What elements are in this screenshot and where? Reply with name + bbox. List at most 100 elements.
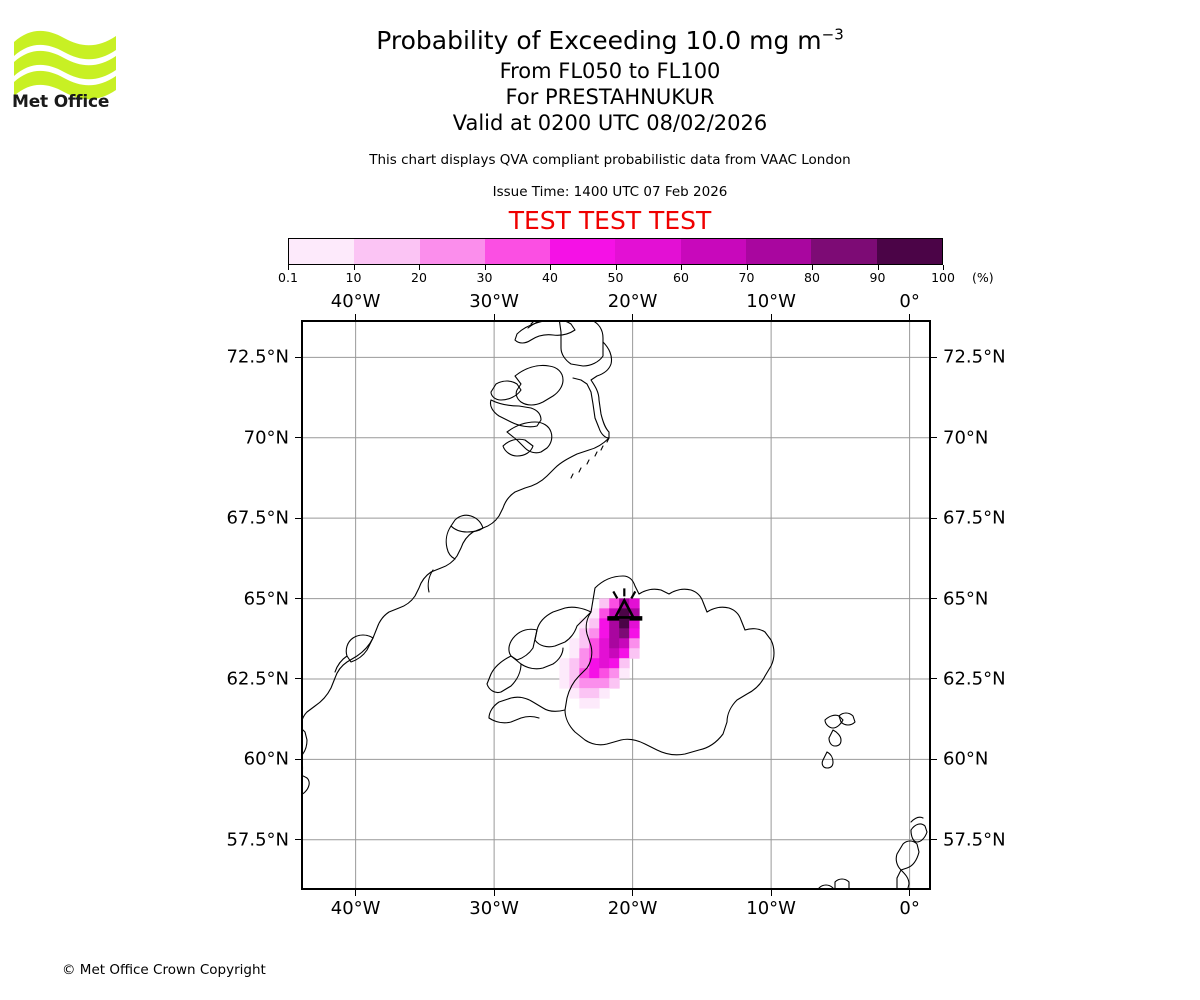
test-banner: TEST TEST TEST bbox=[508, 206, 712, 235]
ash-cell bbox=[609, 608, 620, 619]
colorbar-tick-label: 20 bbox=[411, 270, 427, 285]
ash-cell bbox=[589, 658, 600, 669]
lat-label-right: 62.5°N bbox=[943, 668, 1006, 690]
lat-label-left: 57.5°N bbox=[226, 829, 289, 851]
lat-tick-left bbox=[295, 598, 301, 600]
ash-cell bbox=[579, 698, 590, 709]
lon-label-top: 20°W bbox=[607, 291, 658, 312]
ash-cell bbox=[579, 688, 590, 699]
ash-cell bbox=[579, 628, 590, 639]
lat-tick-right bbox=[931, 839, 937, 841]
map-gridlines bbox=[303, 322, 929, 888]
ash-cell bbox=[599, 618, 610, 629]
colorbar-tick-label: 40 bbox=[542, 270, 558, 285]
ash-cell bbox=[579, 648, 590, 659]
lat-label-right: 60°N bbox=[943, 748, 989, 770]
ash-cell bbox=[599, 658, 610, 669]
colorbar-tick-mark bbox=[353, 265, 355, 270]
ash-cell bbox=[579, 678, 590, 689]
copyright-notice: © Met Office Crown Copyright bbox=[62, 962, 266, 978]
lon-label-top: 10°W bbox=[746, 291, 796, 312]
page-title: Probability of Exceeding 10.0 mg m−3 bbox=[180, 24, 1040, 58]
colorbar-tick-mark bbox=[615, 265, 617, 270]
colorbar-tick-mark bbox=[419, 265, 420, 270]
ash-cell bbox=[609, 678, 620, 689]
lon-label-bottom: 0° bbox=[899, 898, 920, 919]
colorbar-tick-label: 0.1 bbox=[278, 270, 298, 285]
lat-tick-left bbox=[295, 437, 301, 439]
lon-label-bottom: 10°W bbox=[746, 898, 796, 919]
lat-tick-right bbox=[931, 678, 937, 680]
title-block: Probability of Exceeding 10.0 mg m−3 Fro… bbox=[180, 24, 1040, 235]
ash-cell bbox=[589, 608, 600, 619]
ash-cell bbox=[609, 628, 620, 639]
ash-cell bbox=[569, 688, 580, 699]
ash-cell bbox=[609, 598, 620, 609]
ash-cell bbox=[569, 668, 580, 679]
lat-tick-left bbox=[295, 678, 301, 680]
ash-cell bbox=[619, 628, 630, 639]
ash-cell bbox=[599, 688, 610, 699]
colorbar-tick-mark bbox=[877, 265, 879, 270]
lat-tick-left bbox=[295, 758, 301, 760]
valid-time-label: Valid at 0200 UTC 08/02/2026 bbox=[452, 111, 768, 135]
ash-cell bbox=[589, 648, 600, 659]
ash-cell bbox=[629, 628, 640, 639]
colorbar-tick-mark bbox=[812, 265, 813, 270]
ash-cell bbox=[599, 668, 610, 679]
ash-cell bbox=[599, 678, 610, 689]
colorbar-tick-mark bbox=[943, 265, 944, 270]
ash-cell bbox=[569, 638, 580, 649]
colorbar-tick-mark bbox=[288, 265, 289, 270]
ash-cell bbox=[619, 638, 630, 649]
lon-tick-top bbox=[632, 314, 634, 320]
colorbar-units-label: (%) bbox=[972, 270, 994, 285]
ash-cell bbox=[599, 608, 610, 619]
ash-cell bbox=[569, 648, 580, 659]
colorbar-tick-label: 80 bbox=[804, 270, 820, 285]
colorbar-band-8 bbox=[811, 239, 877, 264]
ash-cell bbox=[619, 618, 630, 629]
lon-tick-bottom bbox=[632, 890, 634, 896]
lat-tick-left bbox=[295, 517, 301, 519]
lat-label-right: 57.5°N bbox=[943, 829, 1006, 851]
colorbar-band-9 bbox=[876, 239, 942, 264]
flight-level-label: From FL050 to FL100 bbox=[499, 59, 721, 83]
lon-tick-top bbox=[355, 314, 357, 320]
ash-cell bbox=[559, 658, 570, 669]
issue-time-label: Issue Time: 1400 UTC 07 Feb 2026 bbox=[492, 184, 728, 200]
colorbar-band-0 bbox=[289, 239, 355, 264]
ash-cell bbox=[609, 658, 620, 669]
colorbar-band-6 bbox=[680, 239, 747, 264]
lat-label-left: 67.5°N bbox=[226, 507, 289, 529]
colorbar-ticks: 0.1 10 20 30 40 50 60 70 80 90 100 bbox=[278, 265, 955, 285]
lon-tick-top bbox=[909, 314, 911, 320]
colorbar-band-2 bbox=[419, 239, 485, 264]
page-title-text: Probability of Exceeding 10.0 mg m bbox=[376, 26, 822, 55]
ash-cell bbox=[569, 658, 580, 669]
colorbar-tick-label: 50 bbox=[607, 270, 624, 285]
ash-cell bbox=[599, 628, 610, 639]
ash-cell bbox=[589, 618, 600, 629]
lat-label-left: 72.5°N bbox=[226, 346, 289, 368]
lon-tick-bottom bbox=[909, 890, 911, 896]
lat-label-right: 67.5°N bbox=[943, 507, 1006, 529]
map-canvas bbox=[303, 322, 929, 888]
ash-cell bbox=[629, 608, 640, 619]
colorbar-tick-label: 90 bbox=[869, 270, 886, 285]
ash-cell bbox=[589, 638, 600, 649]
ash-cell bbox=[559, 668, 570, 679]
colorbar-band-5 bbox=[615, 239, 681, 264]
ash-cell bbox=[579, 668, 590, 679]
lat-label-right: 65°N bbox=[943, 588, 989, 610]
lon-tick-bottom bbox=[770, 890, 772, 896]
colorbar-tick-mark bbox=[484, 265, 486, 270]
ash-cell bbox=[619, 668, 630, 679]
colorbar-tick-mark bbox=[681, 265, 682, 270]
ash-cell bbox=[599, 598, 610, 609]
ash-cell bbox=[609, 648, 620, 659]
page-title-exponent: −3 bbox=[821, 25, 844, 44]
lon-tick-top bbox=[493, 314, 495, 320]
ash-cell bbox=[629, 638, 640, 649]
map-plot-area[interactable] bbox=[301, 320, 931, 890]
